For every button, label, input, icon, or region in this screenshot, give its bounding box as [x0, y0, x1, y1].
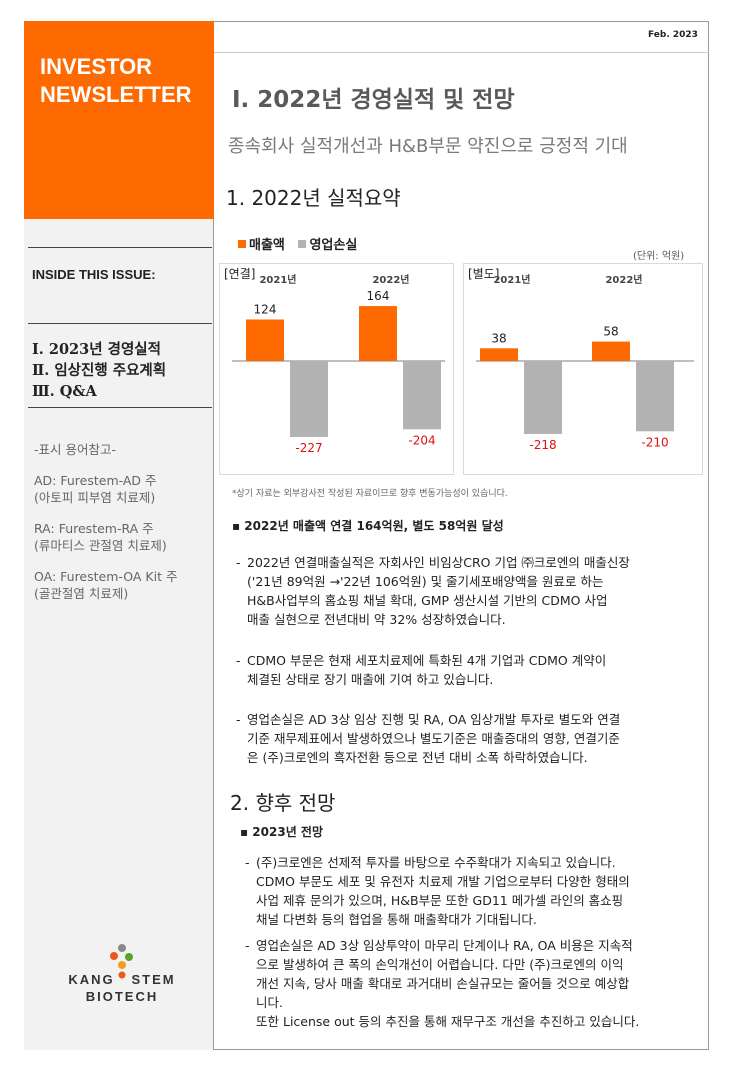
sidebar: INVESTOR NEWSLETTER INSIDE THIS ISSUE: Ⅰ…	[24, 21, 214, 1050]
paragraph-line: 은 (주)크로엔의 흑자전환 등으로 전년 대비 소폭 하락하였습니다.	[247, 750, 588, 765]
category-label: 2021년	[493, 273, 530, 286]
data-label: -204	[408, 433, 435, 447]
chart-title: [연결]	[224, 267, 255, 281]
term-item: OA: Furestem-OA Kit 주 (골관절염 치료제)	[34, 568, 177, 602]
chart-footnote: *상기 자료는 외부감사전 작성된 자료이므로 향후 변동가능성이 있습니다.	[232, 489, 508, 499]
paragraph-line: CDMO 부문도 세포 및 유전자 치료제 개발 기업으로부터 다양한 형태의	[256, 874, 630, 889]
section-2-bullet: ▪ 2023년 전망	[240, 825, 324, 839]
chart-title: [별도]	[468, 267, 499, 281]
paragraph-line: 개선 지속, 당사 매출 확대로 과거대비 손실규모는 줄어들 것으로 예상합	[256, 976, 630, 991]
company-logo: KANG STEM BIOTECH	[52, 941, 192, 1031]
bar-operating-loss	[524, 361, 562, 434]
category-label: 2022년	[372, 273, 409, 286]
paragraph-line: 영업손실은 AD 3상 임상투약이 마무리 단계이나 RA, OA 비용은 지속…	[256, 938, 633, 953]
brand-title: INVESTOR NEWSLETTER	[40, 53, 192, 109]
data-label: -218	[529, 438, 556, 452]
paragraph-line: 채널 다변화 등의 협업을 통해 매출확대가 기대됩니다.	[256, 912, 537, 927]
legend-item-loss: 영업손실	[298, 238, 357, 253]
divider	[28, 247, 212, 248]
chart-consolidated-svg: [연결] 2021년 2022년 124 164 -227 -204	[224, 267, 445, 455]
section-2-paragraph: - 영업손실은 AD 3상 임상투약이 마무리 단계이나 RA, OA 비용은 …	[245, 938, 633, 1010]
brand-line-1: INVESTOR	[40, 54, 153, 79]
page-subtitle: 종속회사 실적개선과 H&B부문 약진으로 긍정적 기대	[228, 136, 628, 157]
term-item: AD: Furestem-AD 주 (아토피 피부염 치료제)	[34, 472, 177, 506]
paragraph-line: 2022년 연결매출실적은 자회사인 비임상CRO 기업 ㈜크로엔의 매출신장	[247, 555, 630, 570]
data-label: 164	[367, 289, 390, 303]
term-name: AD: Furestem-AD 주	[34, 473, 157, 488]
data-label: -210	[641, 435, 668, 449]
divider	[214, 52, 709, 53]
legend-item-sales: 매출액	[238, 238, 285, 253]
bar-sales	[480, 348, 518, 361]
bar-sales	[246, 319, 284, 361]
bar-operating-loss	[403, 361, 441, 430]
page-title: Ⅰ. 2022년 경영실적 및 전망	[232, 87, 515, 113]
paragraph-line: 으로 발생하여 큰 폭의 손익개선이 어렵습니다. 다만 (주)크로엔의 이익	[256, 957, 624, 972]
data-label: 58	[603, 325, 618, 339]
paragraph-line: 체결된 상태로 장기 매출에 기여 하고 있습니다.	[247, 672, 494, 687]
paragraph-line: H&B사업부의 홈쇼핑 채널 확대, GMP 생산시설 기반의 CDMO 사업	[247, 593, 608, 608]
data-label: 124	[254, 302, 277, 316]
term-desc: (골관절염 치료제)	[34, 586, 129, 601]
section-1-paragraph: - 2022년 연결매출실적은 자회사인 비임상CRO 기업 ㈜크로엔의 매출신…	[236, 555, 630, 627]
category-label: 2022년	[605, 273, 642, 286]
paragraph-line: 니다.	[256, 995, 283, 1010]
data-label: 38	[491, 331, 506, 345]
bar-sales	[359, 306, 397, 361]
category-label: 2021년	[259, 273, 296, 286]
paragraph-line: 영업손실은 AD 3상 임상 진행 및 RA, OA 임상개발 투자로 별도와 …	[247, 712, 621, 727]
bar-operating-loss	[636, 361, 674, 432]
legend-label: 영업손실	[309, 238, 358, 253]
term-item: RA: Furestem-RA 주 (류마티스 관절염 치료제)	[34, 520, 177, 554]
bar-sales	[592, 341, 630, 361]
chart-consolidated: [연결] 2021년 2022년 124 164 -227 -204	[219, 263, 454, 475]
brand-banner: INVESTOR NEWSLETTER	[24, 21, 214, 219]
chart-separate-svg: [별도]2021년 2022년 38 58 -218 -210	[468, 267, 694, 452]
divider	[28, 407, 212, 408]
term-name: OA: Furestem-OA Kit 주	[34, 569, 178, 584]
issue-date: Feb. 2023	[648, 30, 698, 40]
brand-line-2: NEWSLETTER	[40, 82, 192, 107]
section-1-bullet: ▪ 2022년 매출액 연결 164억원, 별도 58억원 달성	[232, 519, 504, 533]
logo-word-left: KANG	[68, 972, 115, 987]
table-of-contents: Ⅰ. 2023년 경영실적 Ⅱ. 임상진행 주요계획 Ⅲ. Q&A	[32, 339, 166, 402]
section-2-heading: 2. 향후 전망	[230, 791, 336, 815]
paragraph-line: 매출 실현으로 전년대비 약 32% 성장하였습니다.	[247, 612, 506, 627]
bar-operating-loss	[290, 361, 328, 437]
paragraph-line: (주)크로엔은 선제적 투자를 바탕으로 수주확대가 지속되고 있습니다.	[256, 855, 616, 870]
terms-title: -표시 용어참고-	[34, 442, 116, 457]
terms-glossary: -표시 용어참고- AD: Furestem-AD 주 (아토피 피부염 치료제…	[34, 441, 177, 616]
legend-swatch-loss	[298, 240, 307, 248]
term-desc: (아토피 피부염 치료제)	[34, 490, 156, 505]
chart-legend: 매출액 영업손실	[238, 234, 357, 253]
inside-issue-title: INSIDE THIS ISSUE:	[32, 267, 156, 282]
section-1-paragraph: - 영업손실은 AD 3상 임상 진행 및 RA, OA 임상개발 투자로 별도…	[236, 712, 621, 765]
logo-word-right: STEM	[131, 972, 176, 987]
chart-separate: [별도] 2021년 2022년 38 58 -218 -210	[463, 263, 703, 475]
toc-item[interactable]: Ⅰ. 2023년 경영실적	[32, 341, 161, 358]
paragraph-line: CDMO 부문은 현재 세포치료제에 특화된 4개 기업과 CDMO 계약이	[247, 653, 607, 668]
term-desc: (류마티스 관절염 치료제)	[34, 538, 167, 553]
paragraph-line: 기준 재무제표에서 발생하였으나 별도기준은 매출증대의 영향, 연결기준	[247, 731, 620, 746]
legend-label: 매출액	[249, 238, 285, 253]
paragraph-line: ('21년 89억원 →'22년 106억원) 및 줄기세포배양액을 원료로 하…	[247, 574, 604, 589]
section-2-paragraph: - (주)크로엔은 선제적 투자를 바탕으로 수주확대가 지속되고 있습니다. …	[245, 855, 630, 927]
logo-text-line-1: KANG STEM	[52, 972, 192, 987]
divider	[28, 323, 212, 324]
paragraph-line: 사업 제휴 문의가 있으며, H&B부문 또한 GD11 메가셀 라인의 홈쇼핑	[256, 893, 624, 908]
toc-item[interactable]: Ⅲ. Q&A	[32, 383, 97, 400]
section-1-heading: 1. 2022년 실적요약	[226, 186, 401, 210]
logo-text-line-2: BIOTECH	[85, 989, 159, 1004]
legend-swatch-sales	[238, 240, 246, 248]
unit-label: (단위: 억원)	[633, 251, 685, 262]
toc-item[interactable]: Ⅱ. 임상진행 주요계획	[32, 362, 167, 379]
logo-mark-icon	[110, 944, 133, 979]
term-name: RA: Furestem-RA 주	[34, 521, 154, 536]
section-2-closing: 또한 License out 등의 추진을 통해 재무구조 개선을 추진하고 있…	[256, 1014, 640, 1029]
section-1-paragraph: - CDMO 부문은 현재 세포치료제에 특화된 4개 기업과 CDMO 계약이…	[236, 653, 607, 687]
data-label: -227	[295, 441, 322, 455]
